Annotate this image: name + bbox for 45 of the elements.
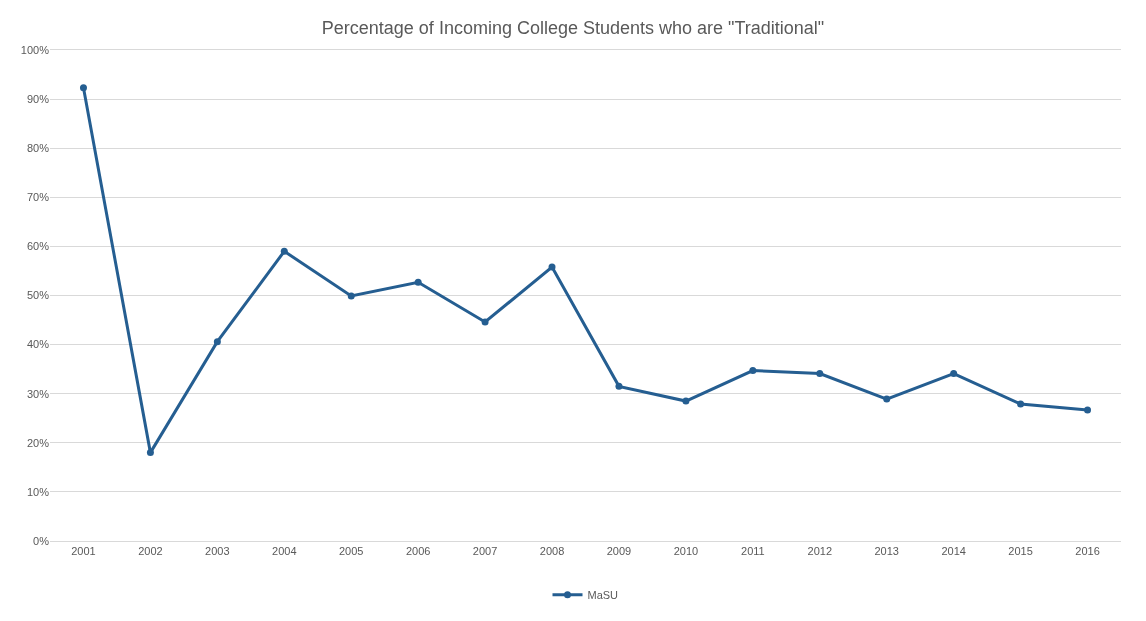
x-tick-label: 2003: [205, 545, 230, 558]
legend-label: MaSU: [587, 589, 619, 602]
x-tick-label: 2004: [272, 545, 297, 558]
x-tick-label: 2009: [606, 545, 632, 558]
point: [950, 370, 958, 378]
x-tick-label: 2013: [874, 545, 899, 558]
y-tick-label: 50%: [26, 289, 50, 302]
point: [146, 449, 154, 457]
point: [213, 338, 221, 346]
x-tick-label: 2006: [405, 545, 431, 558]
x-tick-label: 2002: [138, 545, 163, 558]
y-tick-label: 80%: [26, 142, 50, 155]
y-tick-label: 20%: [26, 436, 50, 449]
point: [883, 395, 891, 403]
y-tick-label: 70%: [26, 191, 50, 204]
point: [1017, 400, 1025, 408]
y-tick-label: 40%: [26, 338, 50, 351]
y-tick-label: 30%: [26, 387, 50, 400]
chart-title: Percentage of Incoming College Students who are "Traditional": [321, 18, 825, 39]
y-tick-label: 90%: [26, 92, 50, 105]
y-tick-label: 60%: [26, 240, 50, 253]
x-tick-label: 2010: [673, 545, 699, 558]
point: [548, 263, 556, 271]
point: [816, 370, 824, 378]
point: [280, 247, 288, 255]
point: [682, 397, 690, 405]
x-tick-label: 2001: [71, 545, 96, 558]
x-tick-label: 2016: [1075, 545, 1100, 558]
x-tick-label: 2005: [338, 545, 364, 558]
x-tick-label: 2015: [1008, 545, 1033, 558]
point: [1084, 406, 1092, 414]
x-tick-label: 2014: [941, 545, 966, 558]
y-tick-label: 100%: [20, 43, 50, 56]
point: [615, 382, 623, 390]
point: [481, 318, 489, 326]
y-tick-label: 10%: [26, 485, 50, 498]
point: [79, 84, 87, 92]
y-tick-label: 0%: [33, 534, 50, 547]
point: [414, 278, 422, 286]
x-tick-label: 2007: [472, 545, 498, 558]
point: [749, 367, 757, 375]
x-tick-label: 2008: [539, 545, 565, 558]
point: [347, 292, 355, 300]
x-tick-label: 2012: [807, 545, 833, 558]
x-tick-label: 2011: [741, 545, 765, 558]
